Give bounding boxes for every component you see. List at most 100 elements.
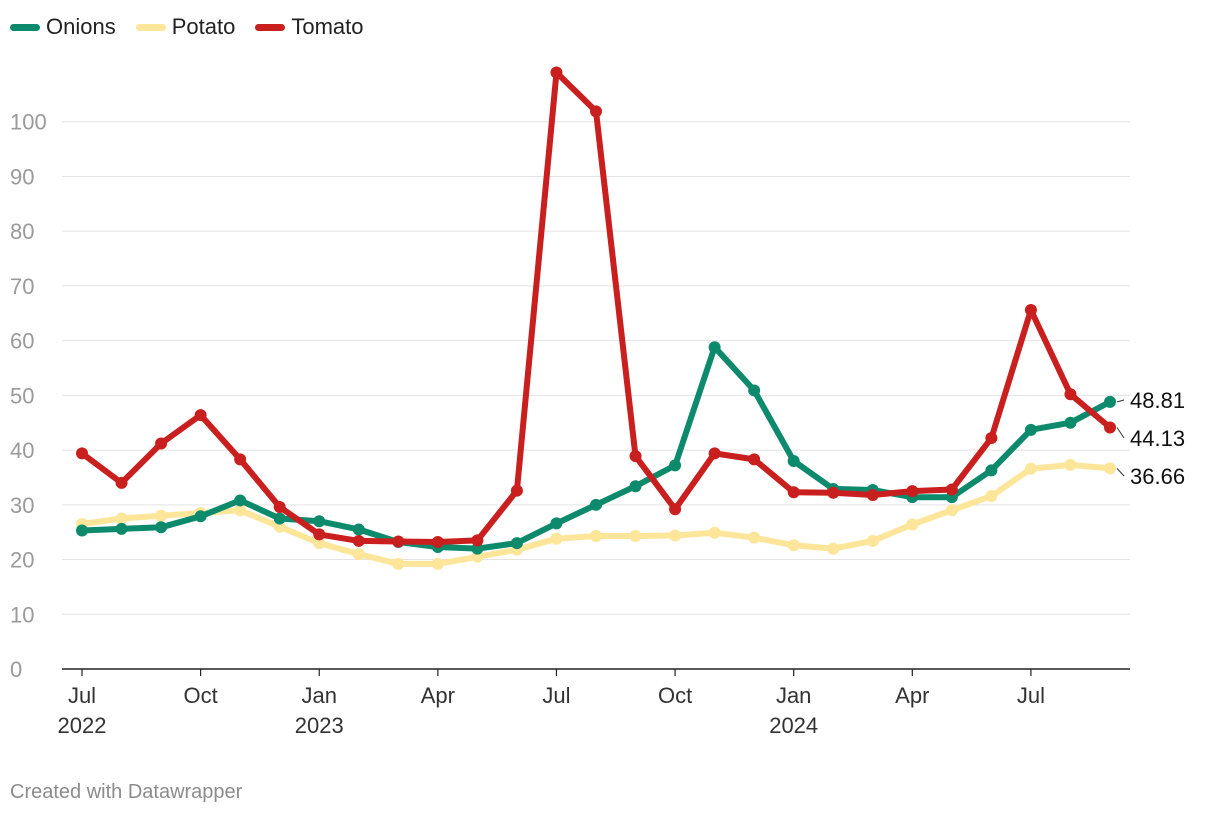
- end-label-potato: 36.66: [1130, 464, 1185, 489]
- point-tomato-19: [827, 486, 840, 499]
- point-potato-2: [155, 509, 168, 522]
- x-tick-label-18: Jan: [776, 683, 811, 708]
- point-potato-9: [431, 557, 444, 570]
- x-tick-label-3: Oct: [183, 683, 217, 708]
- x-tick-year-0: 2022: [58, 713, 107, 738]
- x-tick-label-15: Oct: [658, 683, 692, 708]
- point-onions-15: [669, 459, 682, 472]
- point-tomato-5: [273, 501, 286, 514]
- point-potato-17: [748, 531, 761, 544]
- legend-swatch-tomato: [255, 23, 286, 31]
- point-potato-16: [708, 526, 721, 539]
- point-onions-10: [471, 542, 484, 555]
- point-tomato-7: [352, 534, 365, 547]
- point-tomato-2: [155, 437, 168, 450]
- legend-item-onions: Onions: [10, 14, 116, 40]
- point-potato-15: [669, 529, 682, 542]
- point-onions-0: [76, 524, 88, 537]
- point-potato-21: [906, 518, 919, 531]
- point-tomato-6: [313, 528, 326, 541]
- point-tomato-26: [1104, 421, 1116, 434]
- y-tick-label-40: 40: [10, 438, 34, 463]
- point-onions-18: [787, 455, 800, 468]
- point-potato-13: [590, 530, 602, 543]
- point-tomato-23: [985, 432, 998, 445]
- legend-item-potato: Potato: [135, 14, 236, 40]
- legend-item-tomato: Tomato: [255, 14, 363, 40]
- point-tomato-12: [550, 66, 563, 79]
- x-tick-label-21: Apr: [895, 683, 929, 708]
- point-potato-1: [115, 512, 128, 525]
- end-label-onions: 48.81: [1130, 388, 1185, 413]
- point-tomato-1: [115, 476, 128, 489]
- x-tick-label-6: Jan: [301, 683, 336, 708]
- point-potato-10: [471, 550, 484, 563]
- y-tick-label-70: 70: [10, 274, 34, 299]
- series-line-onions: [79, 344, 1113, 552]
- y-tick-label-80: 80: [10, 219, 34, 244]
- y-tick-label-20: 20: [10, 548, 34, 573]
- point-potato-12: [550, 532, 563, 545]
- x-tick-year-6: 2023: [295, 713, 344, 738]
- point-tomato-4: [234, 453, 247, 466]
- point-tomato-18: [787, 486, 800, 499]
- point-tomato-25: [1064, 388, 1077, 401]
- point-potato-19: [827, 542, 840, 555]
- y-tick-label-50: 50: [10, 383, 34, 408]
- x-tick-label-9: Apr: [421, 683, 455, 708]
- point-tomato-13: [590, 105, 602, 118]
- chart-legend: Onions Potato Tomato: [10, 14, 383, 40]
- point-tomato-0: [76, 447, 88, 460]
- point-onions-12: [550, 517, 563, 530]
- point-tomato-20: [866, 488, 879, 501]
- point-onions-2: [155, 521, 168, 534]
- y-tick-label-100: 100: [10, 110, 47, 135]
- x-tick-year-18: 2024: [769, 713, 818, 738]
- point-potato-8: [392, 557, 405, 570]
- point-tomato-8: [392, 535, 405, 548]
- point-tomato-16: [708, 447, 721, 460]
- point-onions-5: [273, 512, 286, 525]
- point-onions-4: [234, 494, 247, 507]
- point-potato-5: [273, 520, 286, 533]
- point-onions-23: [985, 464, 998, 477]
- y-tick-label-60: 60: [10, 329, 34, 354]
- x-tick-label-24: Jul: [1017, 683, 1045, 708]
- legend-label-onions: Onions: [46, 14, 116, 39]
- y-tick-label-0: 0: [10, 657, 22, 682]
- point-tomato-24: [1024, 303, 1037, 316]
- point-tomato-14: [629, 450, 642, 463]
- legend-label-tomato: Tomato: [291, 14, 364, 39]
- end-label-leader-onions: [1116, 399, 1125, 403]
- point-potato-7: [352, 548, 365, 561]
- point-tomato-21: [906, 485, 919, 498]
- x-tick-label-12: Jul: [542, 683, 570, 708]
- point-tomato-15: [669, 503, 682, 516]
- point-potato-18: [787, 539, 800, 552]
- y-tick-label-30: 30: [10, 493, 34, 518]
- point-tomato-10: [471, 534, 484, 547]
- point-potato-23: [985, 490, 998, 503]
- y-tick-label-10: 10: [10, 602, 34, 627]
- y-tick-label-90: 90: [10, 164, 34, 189]
- point-tomato-11: [510, 484, 523, 497]
- point-tomato-17: [748, 453, 761, 466]
- end-label-tomato: 44.13: [1130, 426, 1185, 451]
- point-onions-16: [708, 341, 721, 354]
- point-tomato-22: [945, 483, 958, 496]
- point-onions-26: [1104, 395, 1116, 408]
- series-line-tomato: [79, 69, 1113, 545]
- point-onions-7: [352, 523, 365, 536]
- point-potato-22: [945, 504, 958, 517]
- point-onions-17: [748, 384, 761, 397]
- point-potato-4: [234, 504, 247, 517]
- legend-swatch-onions: [10, 23, 40, 31]
- point-potato-26: [1104, 462, 1116, 475]
- point-onions-11: [510, 537, 523, 550]
- end-label-leader-potato: [1116, 468, 1125, 477]
- point-onions-3: [194, 510, 207, 523]
- legend-label-potato: Potato: [171, 14, 236, 39]
- point-potato-14: [629, 530, 642, 543]
- point-tomato-3: [194, 409, 207, 422]
